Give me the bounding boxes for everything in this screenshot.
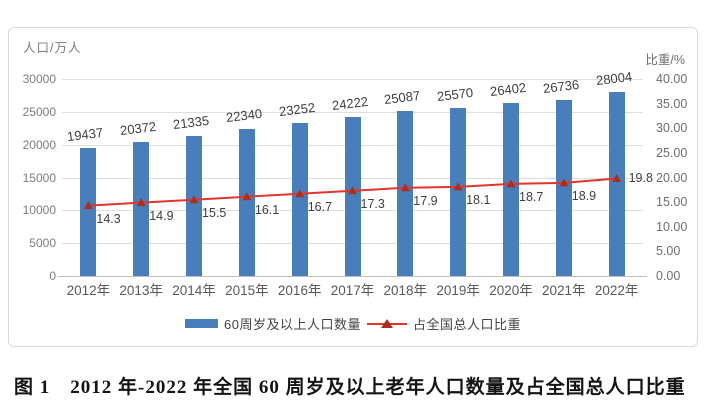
line-value-label: 16.7 bbox=[307, 199, 333, 214]
right-axis-tick-label: 30.00 bbox=[656, 121, 688, 136]
x-axis-tick-label: 2016年 bbox=[277, 283, 322, 298]
right-axis-tick-label: 10.00 bbox=[656, 219, 688, 234]
line-marker-triangle-icon bbox=[400, 183, 410, 192]
legend-label-line-series: 占全国总人口比重 bbox=[412, 317, 521, 332]
line-marker-triangle-icon bbox=[295, 189, 305, 198]
left-axis-title: 人口/万人 bbox=[23, 41, 82, 55]
x-axis-tick-label: 2022年 bbox=[594, 283, 639, 298]
left-axis-tick-label: 10000 bbox=[22, 203, 56, 218]
legend-label-bar-series: 60周岁及以上人口数量 bbox=[224, 317, 361, 332]
line-marker-triangle-icon bbox=[83, 201, 93, 210]
right-axis-tick-label: 25.00 bbox=[656, 145, 688, 160]
right-axis-title: 比重/% bbox=[645, 53, 685, 67]
left-axis-tick-label: 30000 bbox=[22, 72, 56, 86]
bar-2019年 bbox=[450, 108, 467, 276]
right-axis-tick-label: 5.00 bbox=[656, 244, 681, 259]
left-axis-tick-label: 0 bbox=[49, 269, 56, 283]
line-marker-triangle-icon bbox=[136, 198, 146, 207]
legend-item-line-series: 占全国总人口比重 bbox=[366, 314, 521, 333]
bar-2016年 bbox=[291, 123, 308, 276]
left-axis-tick-label: 25000 bbox=[22, 104, 56, 119]
figure-caption: 图 1 2012 年-2022 年全国 60 周岁及以上老年人口数量及占全国总人… bbox=[14, 377, 686, 398]
line-value-label: 14.3 bbox=[96, 211, 121, 226]
x-axis-tick-label: 2015年 bbox=[225, 283, 269, 298]
bar-2022年 bbox=[608, 92, 625, 276]
line-value-label: 17.3 bbox=[360, 196, 385, 211]
line-marker-triangle-icon bbox=[242, 192, 252, 201]
x-axis-tick-label: 2021年 bbox=[542, 283, 586, 298]
bar-2012年 bbox=[80, 148, 97, 276]
x-axis-line bbox=[58, 276, 647, 277]
bar-2017年 bbox=[344, 116, 361, 276]
line-value-label: 17.9 bbox=[413, 193, 438, 208]
x-axis-tick-label: 2018年 bbox=[383, 283, 428, 298]
line-marker-triangle-icon bbox=[453, 182, 463, 191]
line-value-label: 15.5 bbox=[202, 205, 227, 220]
triangle-marker-icon bbox=[380, 319, 393, 328]
x-axis-tick-label: 2020年 bbox=[489, 283, 533, 298]
left-axis-tick-labels: 0 5000 10000 15000 20000 25000 30000 bbox=[9, 72, 56, 283]
bar-2014年 bbox=[186, 135, 202, 276]
bar-2021年 bbox=[555, 100, 572, 276]
right-axis-tick-labels: 0.00 5.00 10.00 15.00 20.00 25.00 30.00 35.00 40… bbox=[656, 72, 699, 283]
line-marker-triangle-icon bbox=[559, 178, 569, 187]
line-value-label: 18.1 bbox=[466, 192, 491, 207]
gridline bbox=[62, 111, 643, 113]
x-axis-tick-label: 2017年 bbox=[330, 283, 375, 298]
line-marker-triangle-icon bbox=[189, 195, 199, 204]
line-series-swatch-icon bbox=[366, 319, 407, 328]
line-value-label: 19.8 bbox=[628, 170, 653, 185]
x-axis-tick-label: 2019年 bbox=[436, 283, 480, 298]
bar-2020年 bbox=[503, 102, 519, 276]
line-marker-triangle-icon bbox=[348, 186, 357, 195]
left-axis-tick-label: 5000 bbox=[29, 236, 56, 251]
plot-area: 19437 20372 21335 22340 23252 24222 25087 25570… bbox=[58, 69, 653, 277]
line-marker-triangle-icon bbox=[506, 179, 516, 188]
right-axis-tick-label: 15.00 bbox=[656, 195, 688, 210]
bar-2013年 bbox=[133, 142, 150, 276]
left-axis-tick-label: 20000 bbox=[22, 137, 56, 152]
line-series bbox=[83, 174, 622, 210]
x-axis-tick-labels: 2012年 2013年 2014年 2015年 2016年 2017年 2018年 2019年… bbox=[62, 279, 643, 298]
left-axis-tick-label: 15000 bbox=[22, 170, 56, 185]
legend: 60周岁及以上人口数量 占全国总人口比重 bbox=[9, 314, 697, 333]
bar-series-swatch-icon bbox=[185, 319, 218, 328]
bar-2015年 bbox=[238, 129, 255, 276]
bar-2018年 bbox=[397, 111, 414, 276]
line-marker-triangle-icon bbox=[612, 174, 622, 182]
chart-frame: 人口/万人 比重/% 0 5000 10000 15000 20000 25000 3000… bbox=[8, 27, 698, 347]
x-axis-tick-label: 2012年 bbox=[66, 283, 111, 298]
right-axis-tick-label: 20.00 bbox=[656, 170, 688, 185]
right-axis-tick-label: 0.00 bbox=[656, 269, 681, 283]
legend-item-bar-series: 60周岁及以上人口数量 bbox=[185, 314, 361, 333]
right-axis-tick-label: 40.00 bbox=[656, 72, 688, 86]
right-axis-tick-label: 35.00 bbox=[656, 96, 688, 111]
line-value-label: 16.1 bbox=[254, 202, 280, 217]
x-axis-tick-label: 2014年 bbox=[172, 283, 216, 298]
line-value-label: 14.9 bbox=[149, 208, 174, 223]
line-value-label: 18.9 bbox=[571, 188, 597, 203]
line-value-label: 18.7 bbox=[519, 189, 544, 204]
gridline bbox=[62, 79, 643, 80]
x-axis-tick-label: 2013年 bbox=[119, 283, 163, 298]
